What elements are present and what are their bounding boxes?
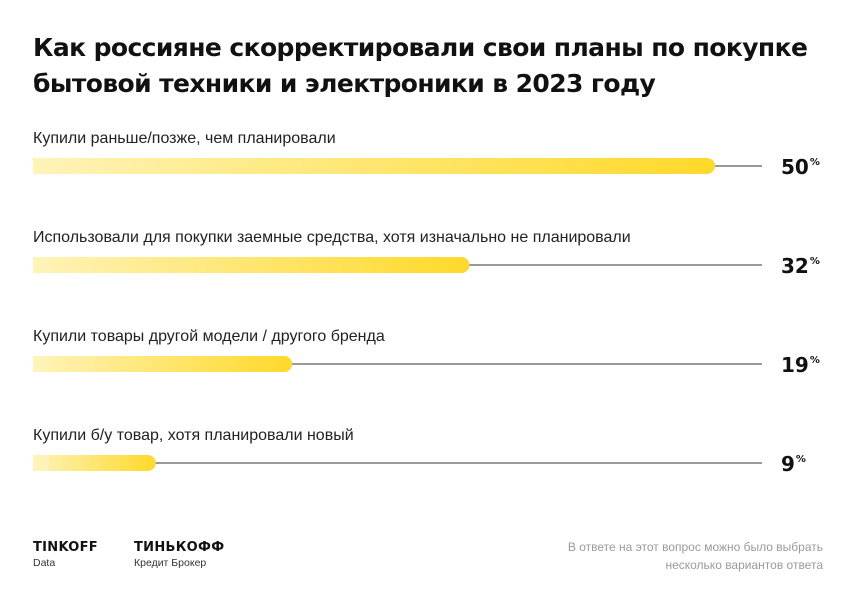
bar-value-label: 50% xyxy=(781,155,820,179)
bar xyxy=(33,356,293,372)
bar xyxy=(33,158,715,174)
tinkoff-broker-logo-sub: Кредит Брокер xyxy=(134,557,207,569)
bar xyxy=(33,257,470,273)
bar-value-label: 19% xyxy=(781,353,820,377)
bar-category-label: Купили б/у товар, хотя планировали новый xyxy=(33,427,354,444)
bar-left-cap xyxy=(33,455,49,471)
tinkoff-data-logo-sub: Data xyxy=(33,557,56,569)
chart-title: Как россияне скорректировали свои планы … xyxy=(33,33,808,98)
bar-category-label: Использовали для покупки заемные средств… xyxy=(33,229,631,246)
footnote: В ответе на этот вопрос можно было выбра… xyxy=(567,540,823,572)
tinkoff-broker-logo: ТИНЬКОФФ xyxy=(134,540,225,555)
tinkoff-data-logo: TINKOFF xyxy=(33,540,98,555)
bar-category-label: Купили товары другой модели / другого бр… xyxy=(33,328,385,345)
bar-category-label: Купили раньше/позже, чем планировали xyxy=(33,130,336,147)
bar-left-cap xyxy=(33,356,49,372)
bar xyxy=(33,455,156,471)
bar-value-label: 32% xyxy=(781,254,820,278)
bar-value-label: 9% xyxy=(781,452,806,476)
bar-left-cap xyxy=(33,158,49,174)
bar-left-cap xyxy=(33,257,49,273)
